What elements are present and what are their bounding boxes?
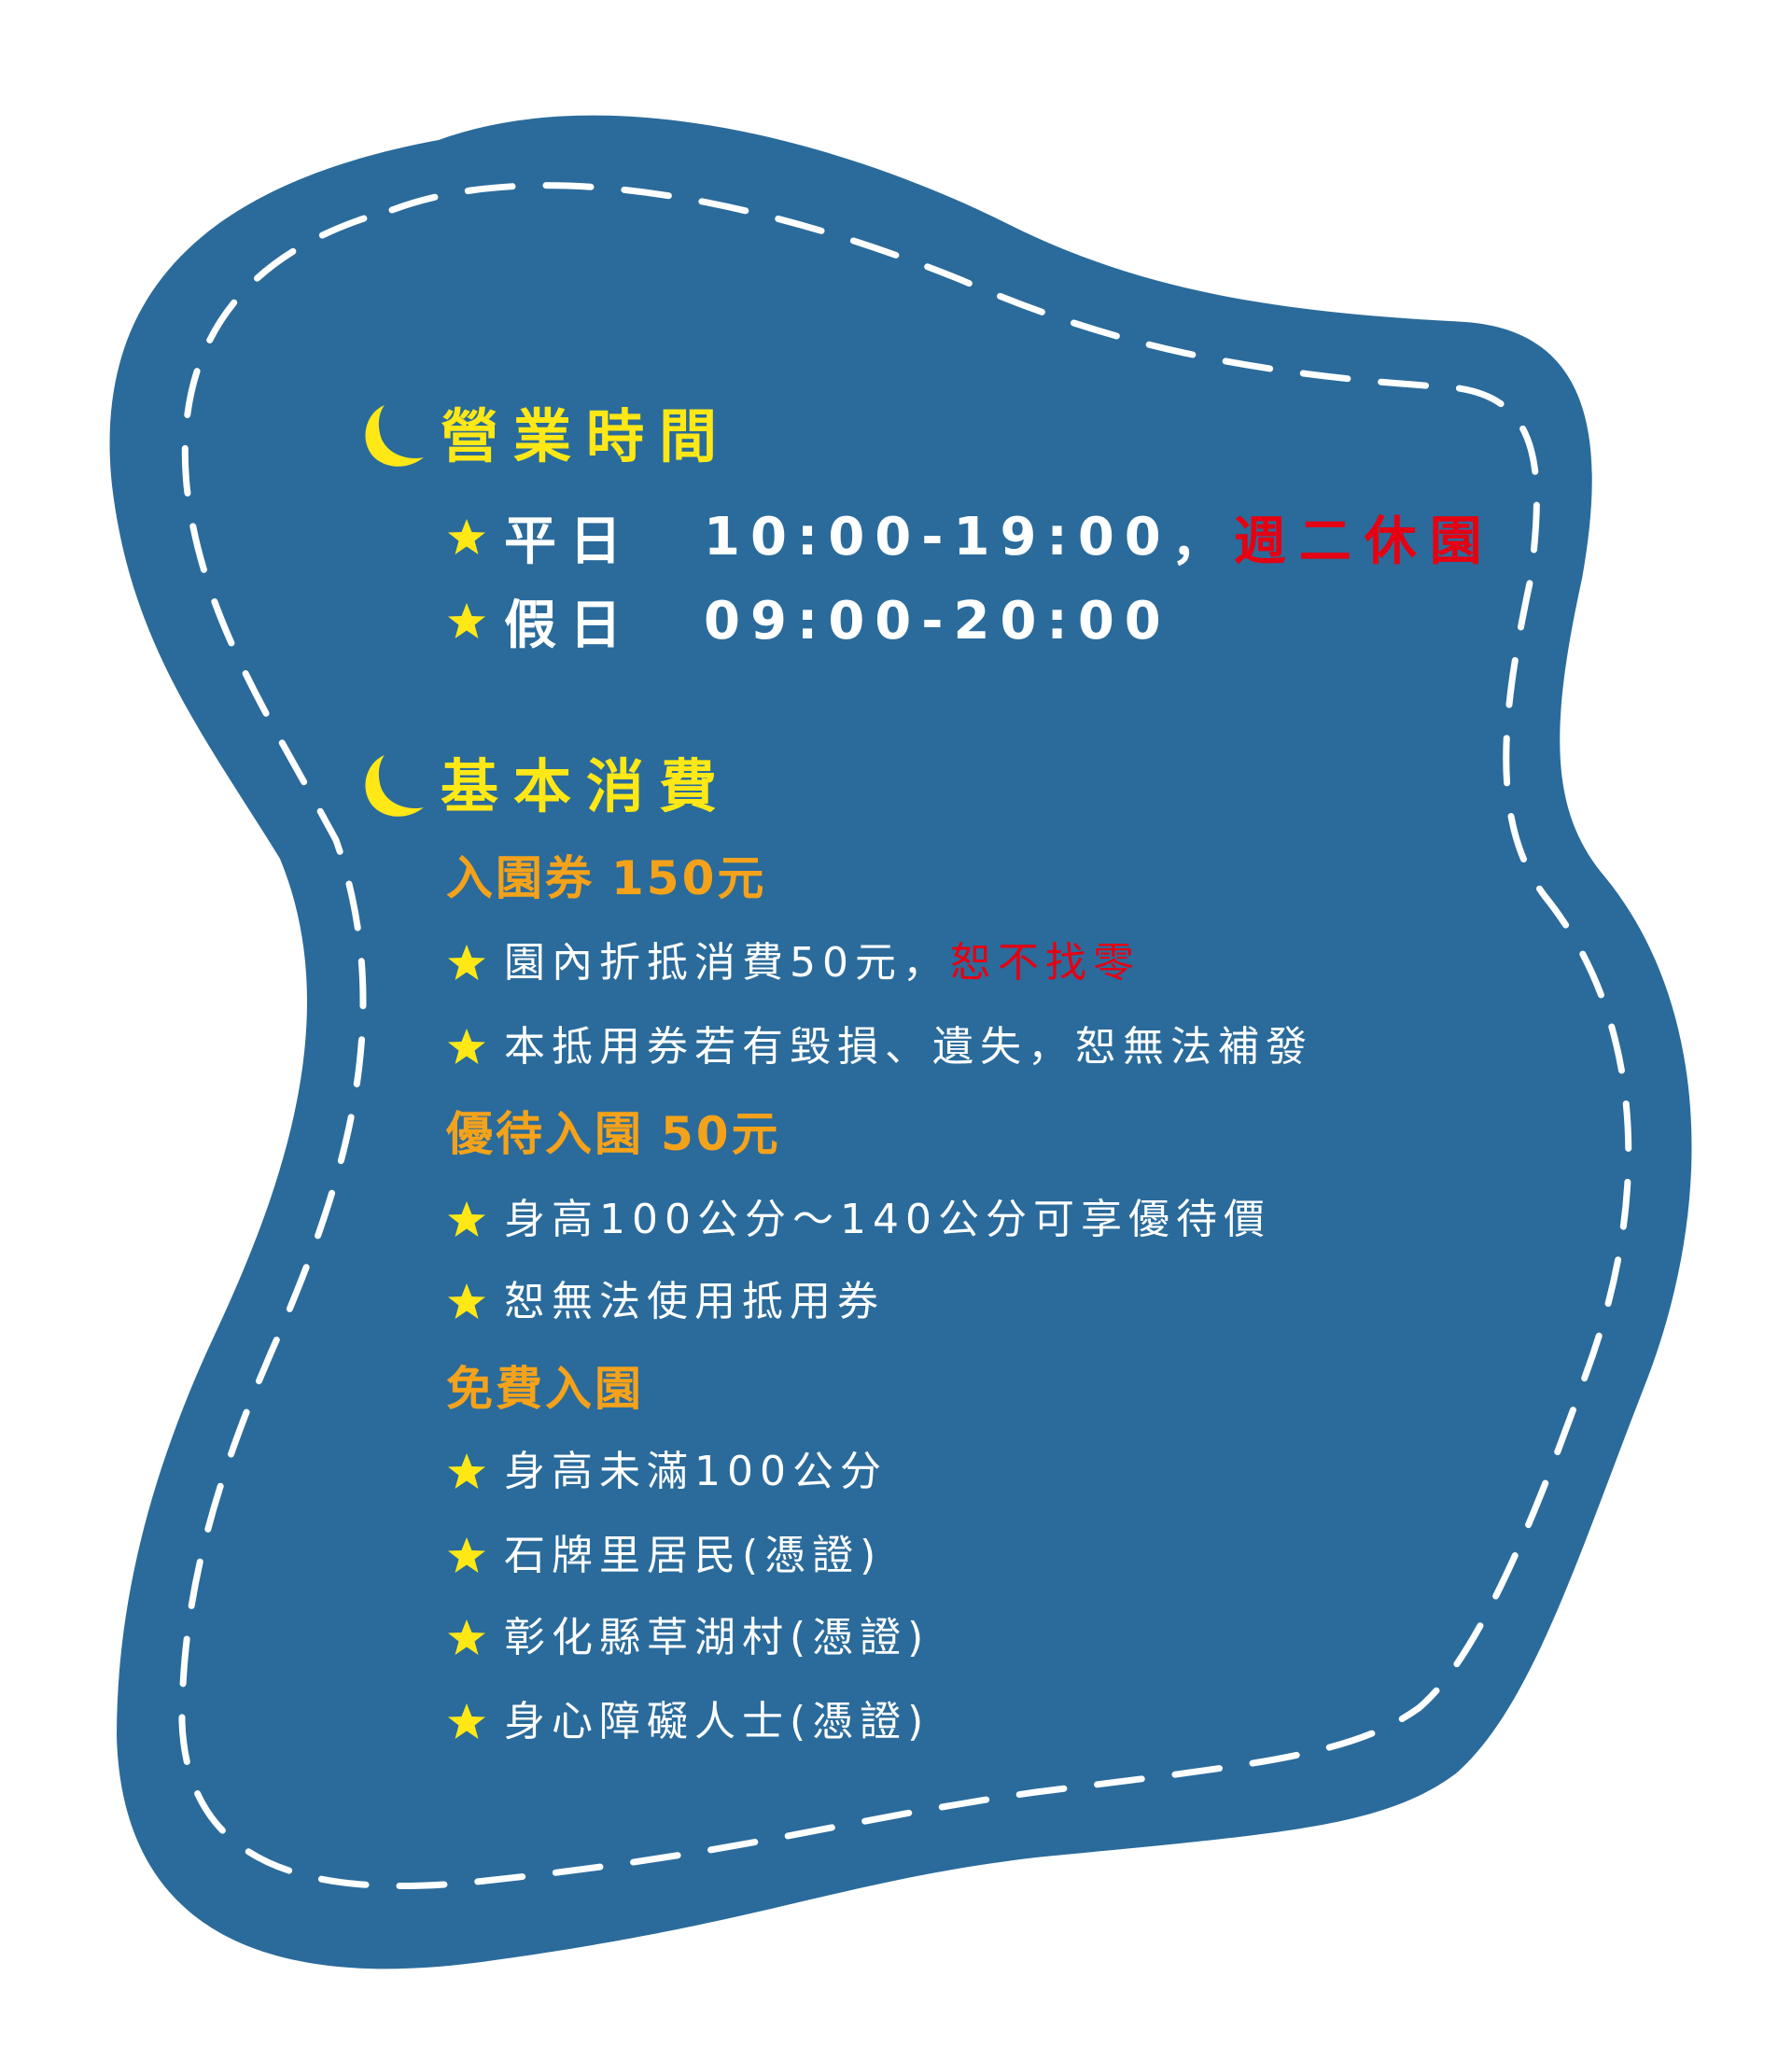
ticket-heading: 入園券 150元 [446,855,766,902]
blob-shape [109,115,1692,1969]
discount-heading: 優待入園 50元 [446,1111,781,1157]
no-change-warning: 恕不找零 [950,939,1141,987]
weekday-hours-row: 平日 10:00-19:00 ， 週二休園 [446,499,1495,575]
hours-heading: 營業時間 [353,399,732,474]
list-item: 身高未滿100公分 [446,1451,888,1492]
discount-name: 優待入園 [446,1107,644,1161]
holiday-time: 09:00-20:00 [704,591,1171,652]
star-icon [448,1703,485,1739]
star-icon [448,1453,485,1489]
star-icon [448,1029,485,1064]
star-icon [448,518,485,554]
star-icon [448,1201,485,1237]
holiday-label: 假日 [504,596,635,656]
discount-price: 50元 [661,1107,781,1161]
free-item-text: 彰化縣草湖村(憑證) [504,1614,931,1661]
moon-icon [365,755,424,817]
star-icon [448,1283,485,1319]
free-item-text: 身心障礙人士(憑證) [504,1698,931,1745]
fees-title: 基本消費 [441,752,733,820]
list-item: 園內折抵消費50元， 恕不找零 [446,943,1141,984]
free-item-text: 身高未滿100公分 [504,1448,888,1495]
star-icon [448,1619,485,1655]
free-item-text: 石牌里居民(憑證) [504,1532,883,1579]
list-item: 本抵用券若有毀損、遺失，恕無法補發 [446,1027,1313,1068]
weekday-separator: ， [1170,512,1234,572]
dashed-stitch-border [178,182,1632,1890]
fees-heading: 基本消費 [353,750,732,824]
free-heading: 免費入園 [446,1366,644,1412]
ticket-name: 入園券 [446,851,595,905]
weekday-label: 平日 [504,512,635,572]
weekday-time: 10:00-19:00 [704,507,1171,568]
ticket-item-text: 園內折抵消費50元， [504,939,950,987]
discount-item-text: 恕無法使用抵用券 [504,1278,885,1325]
star-icon [448,602,485,638]
list-item: 身心障礙人士(憑證) [446,1702,930,1743]
list-item: 石牌里居民(憑證) [446,1535,882,1577]
moon-icon [365,405,424,467]
list-item: 恕無法使用抵用券 [446,1282,885,1323]
tuesday-closed-note: 週二休園 [1233,512,1495,572]
ticket-price: 150元 [611,851,767,905]
free-name: 免費入園 [446,1362,644,1416]
list-item: 身高100公分～140公分可享優待價 [446,1199,1271,1240]
ticket-item-text: 本抵用券若有毀損、遺失，恕無法補發 [504,1023,1313,1071]
star-icon [448,1537,485,1573]
hours-title: 營業時間 [441,402,733,470]
list-item: 彰化縣草湖村(憑證) [446,1618,930,1659]
holiday-hours-row: 假日 09:00-20:00 [446,583,1171,659]
star-icon [448,945,485,980]
discount-item-text: 身高100公分～140公分可享優待價 [504,1196,1271,1243]
